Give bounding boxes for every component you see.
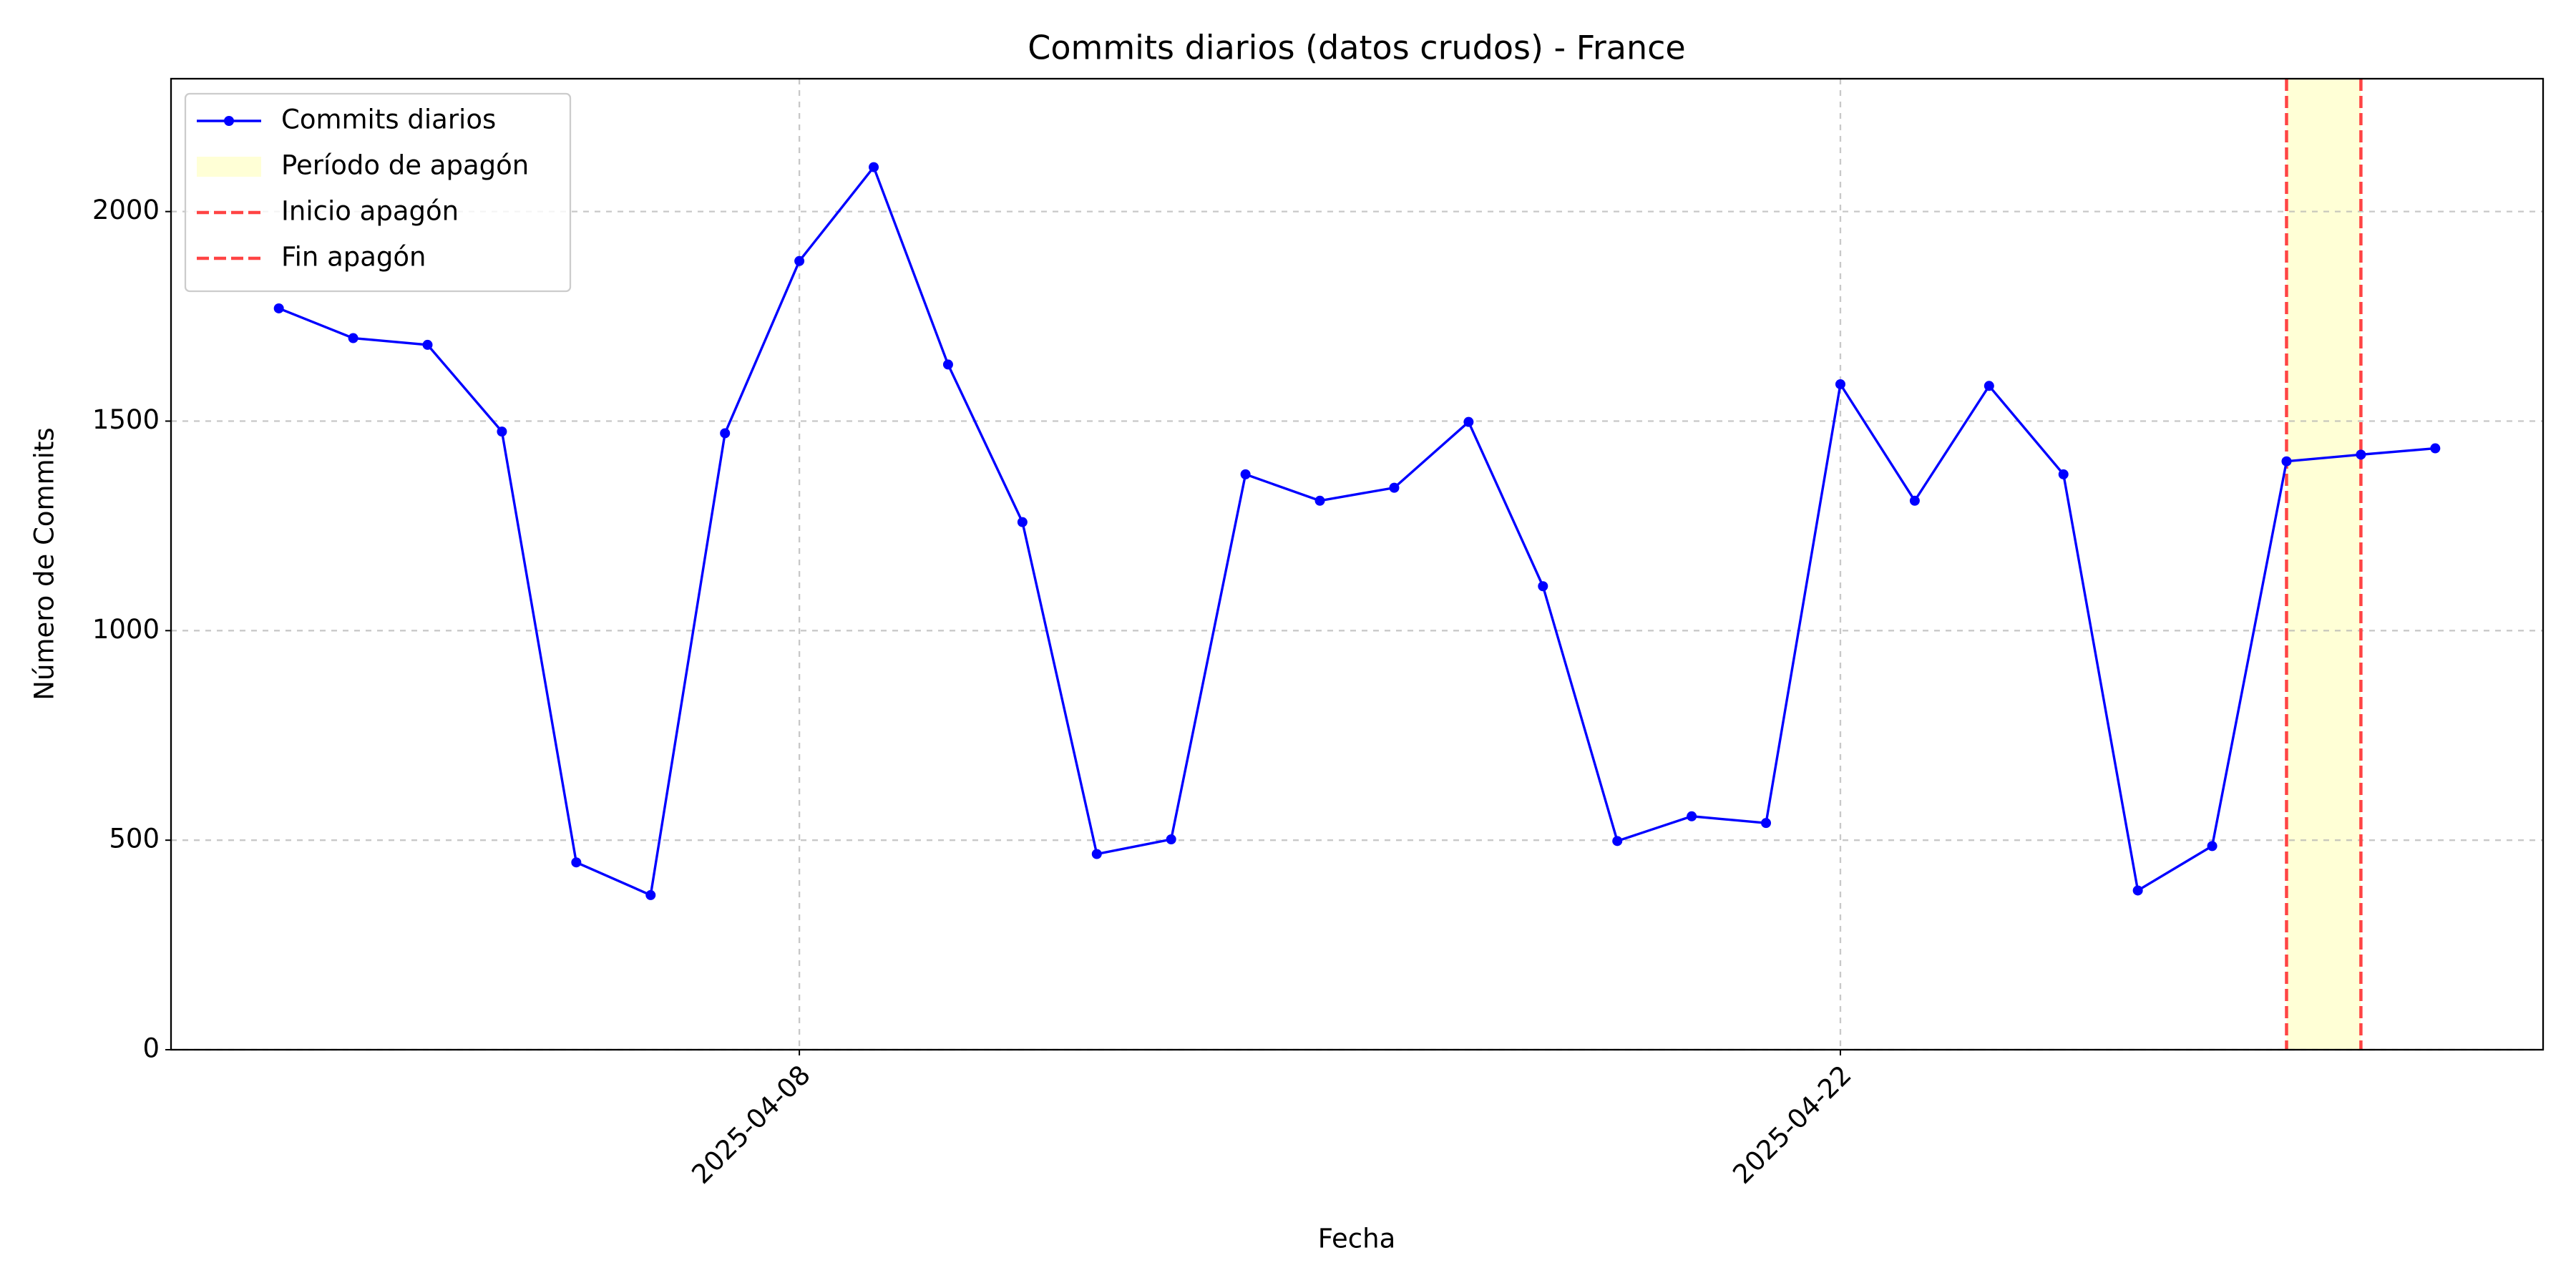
point [2132, 885, 2143, 896]
point [1612, 836, 1623, 847]
point [869, 162, 879, 172]
point [2281, 456, 2292, 467]
point [2058, 469, 2069, 479]
y-tick-label: 2000 [92, 195, 160, 225]
legend-label: Período de apagón [281, 150, 529, 181]
point [1166, 834, 1176, 844]
legend-label: Commits diarios [281, 104, 496, 135]
y-tick-label: 0 [142, 1033, 160, 1064]
legend-label: Inicio apagón [281, 196, 459, 227]
legend-label: Fin apagón [281, 242, 426, 273]
point [273, 303, 284, 313]
point [497, 426, 507, 437]
point [1091, 849, 1102, 859]
legend-marker [224, 116, 234, 126]
point [1017, 517, 1028, 527]
point [422, 339, 433, 350]
point [2207, 841, 2218, 852]
point [794, 255, 805, 266]
point [2430, 443, 2441, 454]
point [2356, 449, 2366, 460]
point [645, 889, 656, 900]
plot-frame [170, 77, 2545, 1051]
y-tick-label: 500 [109, 824, 160, 854]
point [1538, 581, 1548, 592]
point [1463, 416, 1474, 427]
point [720, 428, 731, 439]
point [1984, 381, 1994, 391]
point [1835, 379, 1845, 389]
point [1687, 811, 1697, 821]
y-tick-label: 1500 [92, 404, 160, 435]
legend-swatch [197, 157, 261, 177]
point [1240, 469, 1251, 479]
point [1761, 818, 1772, 829]
legend-box [184, 92, 572, 293]
point [942, 359, 953, 370]
chart-title: Commits diarios (datos crudos) - France [1028, 29, 1685, 67]
series-line [278, 165, 2436, 897]
y-axis-label: Número de Commits [29, 427, 60, 700]
point [1909, 495, 1920, 506]
x-axis-label: Fecha [1318, 1224, 1396, 1254]
point [571, 857, 582, 868]
y-tick-label: 1000 [92, 614, 160, 645]
blackout-span [2286, 79, 2361, 1050]
point [1314, 495, 1325, 506]
point [348, 333, 358, 343]
point [1389, 482, 1400, 493]
